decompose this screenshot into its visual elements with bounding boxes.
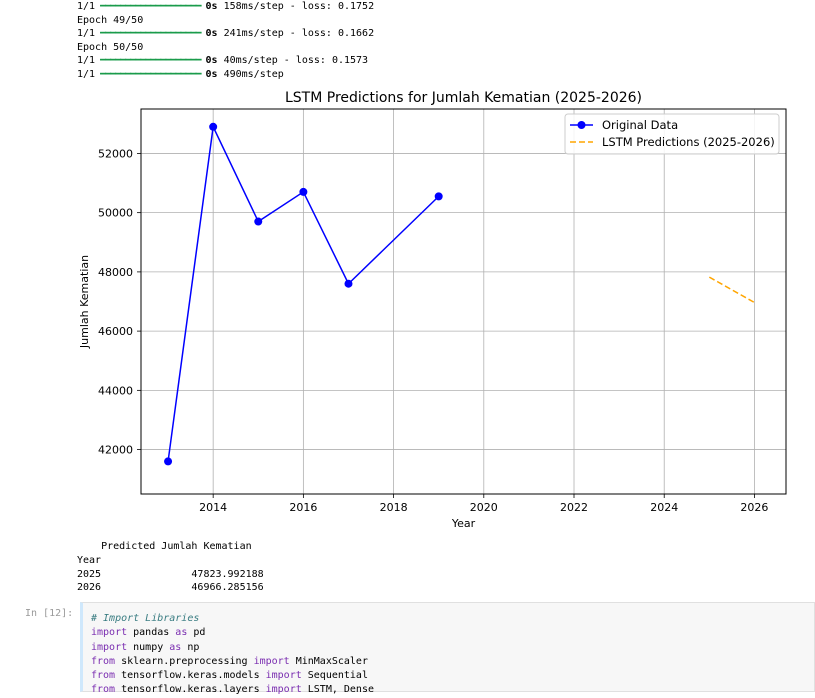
epoch-line: Epoch 49/50 bbox=[77, 14, 374, 28]
step-line: 1/1 ━━━━━━━━━━━━━━━━━━━━ 0s 490ms/step bbox=[77, 68, 374, 82]
step-time: 0s bbox=[205, 68, 218, 80]
step-time: 0s bbox=[205, 1, 218, 12]
cell-prompt: In [12]: bbox=[25, 608, 74, 619]
progress-bar: ━━━━━━━━━━━━━━━━━━━━ bbox=[95, 28, 206, 40]
legend-marker bbox=[577, 121, 586, 129]
step-count: 1/1 bbox=[77, 28, 96, 40]
plot-frame bbox=[140, 108, 787, 495]
row-value: 47823.992188 bbox=[191, 568, 264, 580]
step-count: 1/1 bbox=[77, 55, 96, 67]
original-data-line bbox=[167, 124, 440, 462]
y-tick-label: 48000 bbox=[98, 266, 133, 279]
table-row: 2026 46966.285156 bbox=[77, 581, 264, 595]
x-tick-label: 2016 bbox=[289, 501, 317, 514]
step-line: 1/1 ━━━━━━━━━━━━━━━━━━━━ 0s 241ms/step -… bbox=[77, 27, 374, 41]
code-line: import numpy as np bbox=[91, 641, 200, 653]
step-time: 0s bbox=[205, 55, 218, 67]
y-tick-label: 46000 bbox=[98, 325, 133, 338]
legend-box bbox=[564, 113, 780, 155]
epoch-label: Epoch 49/50 bbox=[77, 14, 144, 26]
code-line: from tensorflow.keras.models import Sequ… bbox=[91, 670, 368, 682]
row-year: 2025 bbox=[77, 568, 102, 580]
x-axis-label: Year bbox=[451, 517, 476, 530]
table-header: Predicted Jumlah Kematian bbox=[101, 541, 252, 552]
code-line: from sklearn.preprocessing import MinMax… bbox=[91, 655, 368, 667]
step-count: 1/1 bbox=[77, 68, 96, 80]
row-value: 46966.285156 bbox=[191, 582, 264, 594]
y-tick-label: 44000 bbox=[98, 384, 133, 397]
code-editor[interactable]: # Import Libraries import pandas as pd imp… bbox=[91, 612, 374, 698]
step-metrics: 158ms/step - loss: 0.1752 bbox=[217, 1, 375, 12]
code-line: from tensorflow.keras.layers import LSTM… bbox=[91, 684, 374, 696]
y-axis-label: Jumlah Kematian bbox=[78, 255, 91, 349]
step-time: 0s bbox=[205, 28, 218, 40]
data-point bbox=[209, 122, 218, 131]
step-line: 1/1 ━━━━━━━━━━━━━━━━━━━━ 0s 158ms/step -… bbox=[77, 0, 374, 14]
x-tick-label: 2026 bbox=[740, 501, 768, 514]
step-metrics: 490ms/step bbox=[217, 68, 284, 80]
training-log: 1/1 ━━━━━━━━━━━━━━━━━━━━ 0s 158ms/step -… bbox=[77, 0, 374, 82]
table-index-name: Year bbox=[77, 554, 102, 566]
data-point bbox=[434, 192, 443, 201]
data-point bbox=[164, 457, 173, 466]
progress-bar: ━━━━━━━━━━━━━━━━━━━━ bbox=[95, 68, 206, 80]
epoch-label: Epoch 50/50 bbox=[77, 41, 144, 53]
prediction-line bbox=[708, 276, 755, 304]
x-tick-label: 2020 bbox=[470, 501, 498, 514]
lstm-chart: LSTM Predictions for Jumlah Kematian (20… bbox=[78, 90, 787, 530]
progress-bar: ━━━━━━━━━━━━━━━━━━━━ bbox=[95, 55, 206, 67]
code-cell[interactable] bbox=[80, 602, 815, 692]
legend-label: LSTM Predictions (2025-2026) bbox=[602, 135, 775, 149]
code-line: import pandas as pd bbox=[91, 627, 206, 639]
predictions-table: Predicted Jumlah Kematian Year 2025 4782… bbox=[77, 540, 264, 595]
y-tick-label: 50000 bbox=[98, 207, 133, 220]
step-metrics: 241ms/step - loss: 0.1662 bbox=[217, 28, 375, 40]
data-point bbox=[344, 279, 353, 288]
x-tick-label: 2022 bbox=[560, 501, 588, 514]
code-line: # Import Libraries bbox=[91, 613, 200, 624]
data-point bbox=[254, 217, 263, 226]
x-tick-label: 2024 bbox=[650, 501, 678, 514]
x-tick-label: 2014 bbox=[199, 501, 227, 514]
step-count: 1/1 bbox=[77, 1, 96, 12]
y-tick-label: 52000 bbox=[98, 147, 133, 160]
data-point bbox=[299, 187, 308, 196]
chart-title: LSTM Predictions for Jumlah Kematian (20… bbox=[285, 90, 642, 106]
step-metrics: 40ms/step - loss: 0.1573 bbox=[217, 55, 369, 67]
epoch-line: Epoch 50/50 bbox=[77, 41, 374, 55]
row-year: 2026 bbox=[77, 582, 102, 594]
progress-bar: ━━━━━━━━━━━━━━━━━━━━ bbox=[95, 1, 206, 12]
table-row: 2025 47823.992188 bbox=[77, 568, 264, 582]
legend-label: Original Data bbox=[602, 118, 678, 132]
step-line: 1/1 ━━━━━━━━━━━━━━━━━━━━ 0s 40ms/step - … bbox=[77, 54, 374, 68]
y-tick-label: 42000 bbox=[98, 444, 133, 457]
x-tick-label: 2018 bbox=[380, 501, 408, 514]
